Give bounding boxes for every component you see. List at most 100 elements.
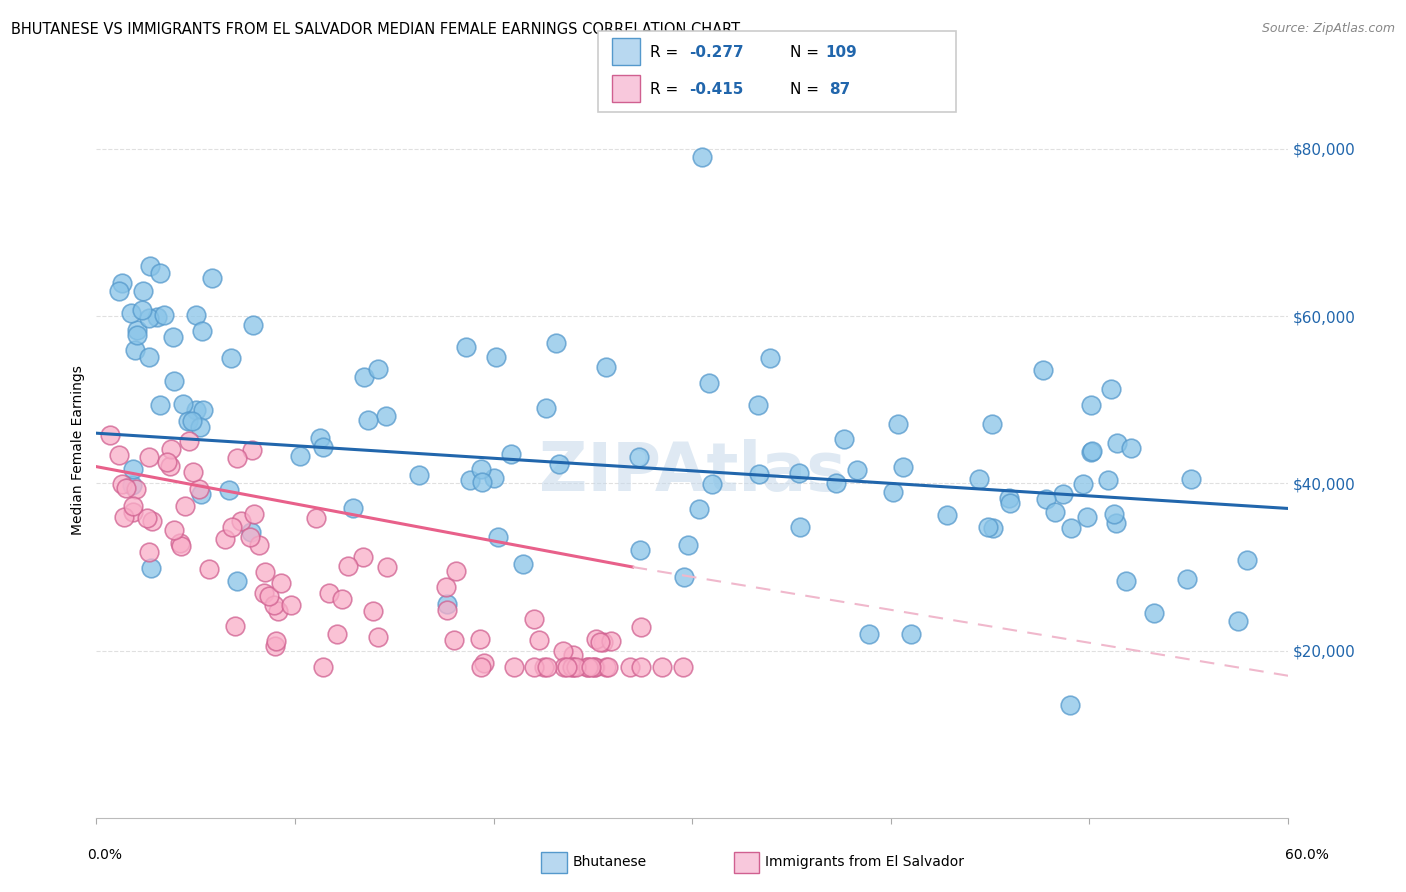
Point	[700, 477, 723, 491]
Point	[149, 266, 172, 280]
Point	[352, 549, 374, 564]
Point	[318, 586, 340, 600]
Point	[595, 660, 617, 674]
Point	[197, 562, 219, 576]
Point	[565, 660, 588, 674]
Point	[270, 575, 292, 590]
Point	[280, 599, 302, 613]
Point	[312, 660, 335, 674]
Point	[1143, 606, 1166, 620]
Point	[858, 627, 880, 641]
Point	[534, 401, 557, 416]
Point	[592, 635, 614, 649]
Point	[146, 310, 169, 324]
Point	[628, 543, 651, 558]
Point	[259, 589, 281, 603]
Point	[186, 402, 208, 417]
Point	[458, 473, 481, 487]
Point	[579, 660, 602, 674]
Point	[630, 660, 652, 674]
Point	[361, 604, 384, 618]
Point	[247, 538, 270, 552]
Text: Source: ZipAtlas.com: Source: ZipAtlas.com	[1261, 22, 1395, 36]
Point	[882, 484, 904, 499]
Point	[555, 659, 578, 673]
Point	[600, 633, 623, 648]
Point	[1099, 382, 1122, 396]
Point	[553, 643, 575, 657]
Point	[436, 597, 458, 611]
Point	[747, 398, 769, 412]
Point	[121, 500, 143, 514]
Point	[1073, 476, 1095, 491]
Text: ZIPAtlas: ZIPAtlas	[538, 439, 845, 505]
Point	[107, 284, 129, 298]
Point	[264, 640, 287, 654]
Point	[536, 660, 558, 674]
Point	[163, 523, 186, 537]
Point	[253, 586, 276, 600]
Point	[582, 660, 605, 674]
Text: Bhutanese: Bhutanese	[572, 855, 647, 869]
Point	[125, 328, 148, 343]
Point	[759, 351, 782, 365]
Point	[225, 451, 247, 466]
Point	[332, 592, 354, 607]
Point	[191, 403, 214, 417]
Point	[267, 604, 290, 618]
Point	[264, 633, 287, 648]
Point	[239, 525, 262, 540]
Point	[976, 520, 998, 534]
Text: N =: N =	[790, 45, 824, 61]
Point	[547, 458, 569, 472]
Point	[108, 448, 131, 462]
Point	[181, 414, 204, 428]
Point	[160, 442, 183, 457]
Point	[138, 351, 160, 365]
Point	[690, 150, 713, 164]
Point	[243, 507, 266, 521]
Point	[981, 417, 1004, 431]
Point	[472, 656, 495, 670]
Y-axis label: Median Female Earnings: Median Female Earnings	[72, 365, 86, 535]
Point	[367, 362, 389, 376]
Point	[219, 351, 242, 366]
Point	[1081, 444, 1104, 458]
Point	[503, 660, 526, 674]
Point	[353, 370, 375, 384]
Point	[181, 465, 204, 479]
Point	[1102, 507, 1125, 521]
Point	[131, 303, 153, 318]
Text: R =: R =	[650, 45, 683, 61]
Point	[98, 428, 121, 442]
Point	[184, 309, 207, 323]
Point	[342, 501, 364, 516]
Point	[224, 618, 246, 632]
Point	[470, 632, 492, 646]
Point	[135, 511, 157, 525]
Point	[138, 450, 160, 464]
Point	[1177, 572, 1199, 586]
Point	[1121, 441, 1143, 455]
Point	[188, 419, 211, 434]
Point	[832, 433, 855, 447]
Point	[122, 461, 145, 475]
Point	[1097, 473, 1119, 487]
Point	[337, 558, 360, 573]
Point	[619, 660, 641, 674]
Point	[589, 635, 612, 649]
Point	[981, 521, 1004, 535]
Point	[177, 434, 200, 448]
Point	[120, 306, 142, 320]
Point	[221, 520, 243, 534]
Point	[218, 483, 240, 497]
Point	[1227, 615, 1250, 629]
Text: 87: 87	[830, 82, 851, 97]
Point	[190, 487, 212, 501]
Point	[156, 455, 179, 469]
Point	[748, 467, 770, 481]
Point	[254, 565, 277, 579]
Point	[1080, 445, 1102, 459]
Point	[533, 660, 555, 674]
Point	[651, 660, 673, 674]
